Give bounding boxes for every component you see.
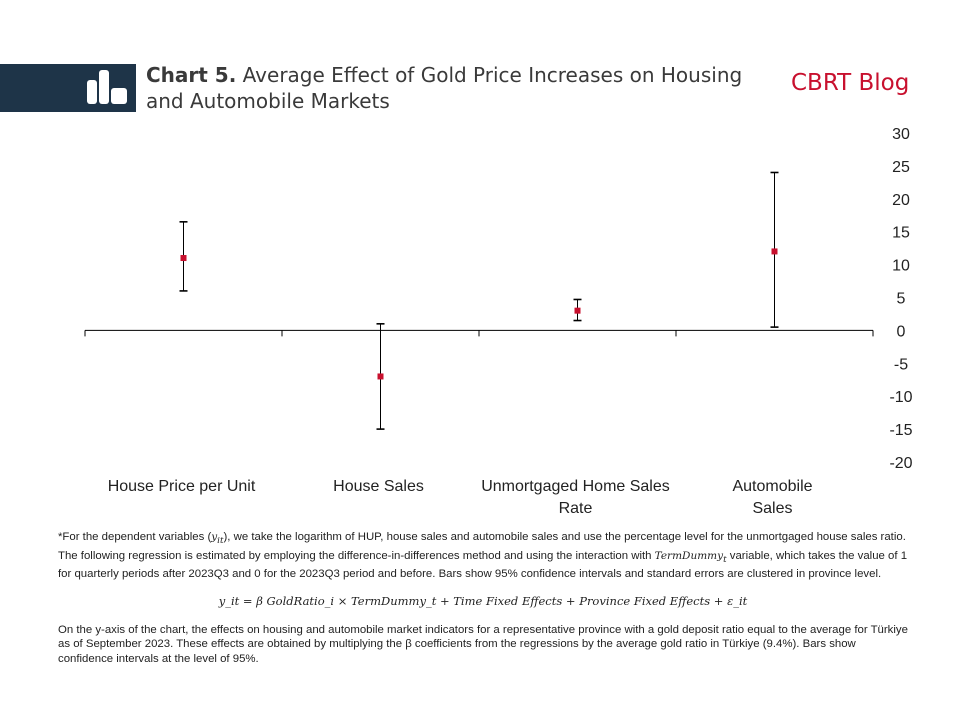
y-tick-label: -10 — [889, 389, 912, 406]
category-label: House Price per Unit — [108, 478, 256, 495]
y-tick-label: 15 — [892, 225, 910, 242]
footnote-paragraph-1: *For the dependent variables (yit), we t… — [58, 531, 908, 581]
y-tick-label: 5 — [897, 291, 906, 308]
data-point — [574, 307, 581, 314]
data-point — [377, 373, 384, 380]
brand-label: CBRT Blog — [791, 70, 910, 96]
category-label: House Sales — [333, 478, 424, 495]
chart-title: Chart 5. Average Effect of Gold Price In… — [146, 62, 786, 114]
y-tick-label: 0 — [897, 323, 906, 340]
chart-area: 30 25 20 15 10 5 0 -5 -10 -15 -20 House Price per U… — [84, 126, 913, 517]
y-tick-label: 10 — [892, 258, 910, 275]
y-tick-label: 25 — [892, 159, 910, 176]
regression-formula: y_it = β GoldRatio_i × TermDummy_t + Tim… — [218, 593, 748, 608]
footnote-paragraph-2: On the y-axis of the chart, the effects … — [58, 623, 908, 665]
y-tick-label: 20 — [892, 192, 910, 209]
category-label: Unmortgaged Home Sales Rate — [481, 478, 670, 517]
data-point — [180, 255, 187, 262]
bar-chart-icon — [87, 70, 127, 104]
y-tick-label: -5 — [894, 356, 908, 373]
chart-title-text: Average Effect of Gold Price Increases o… — [146, 63, 743, 113]
y-tick-label: 30 — [892, 126, 910, 143]
category-label: Automobile Sales — [732, 478, 812, 517]
chart-title-number: Chart 5. — [146, 63, 237, 87]
footnotes: *For the dependent variables (yit), we t… — [58, 530, 908, 666]
y-tick-label: -20 — [889, 455, 912, 472]
data-point — [771, 248, 778, 255]
y-tick-label: -15 — [889, 422, 912, 439]
logo-band — [0, 64, 136, 112]
